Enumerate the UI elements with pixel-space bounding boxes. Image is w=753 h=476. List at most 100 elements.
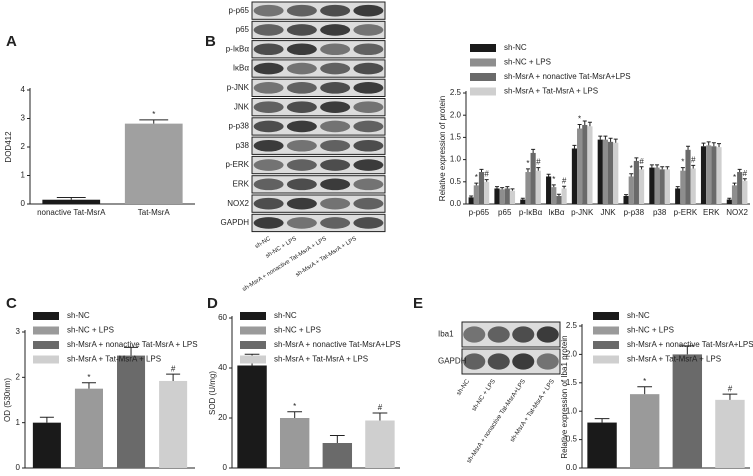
bar <box>484 181 490 204</box>
x-tick-label: p-p38 <box>624 208 645 217</box>
error-bar <box>494 186 499 189</box>
y-tick-label: 2.0 <box>566 350 578 359</box>
bar <box>716 147 722 204</box>
significance-mark: * <box>733 173 736 182</box>
bar <box>237 365 267 468</box>
y-tick-label: 0 <box>16 463 21 472</box>
significance-mark: * <box>552 175 555 184</box>
bar <box>159 380 188 468</box>
error-bar <box>166 373 181 381</box>
bar <box>468 197 474 204</box>
legend-swatch <box>240 326 266 335</box>
panel-label: C <box>6 295 17 312</box>
blot-band <box>320 120 351 133</box>
bar <box>726 199 732 204</box>
blot-band <box>253 4 284 17</box>
legend-swatch <box>240 355 266 364</box>
x-tick-label: p-p65 <box>469 208 490 217</box>
blot-band <box>487 353 510 370</box>
legend-swatch <box>240 312 266 320</box>
significance-mark: * <box>293 402 296 411</box>
bar <box>685 149 691 204</box>
bar <box>629 394 660 468</box>
blot-row-label: JNK <box>234 102 250 111</box>
bar <box>608 141 614 204</box>
blot-band <box>320 62 351 75</box>
error-bar <box>624 194 629 197</box>
y-tick-label: 1 <box>21 171 26 180</box>
blot-row-label: p-JNK <box>227 83 250 92</box>
error-bar <box>510 188 515 191</box>
y-axis-label: DOD412 <box>4 131 13 163</box>
error-bar <box>500 187 505 190</box>
bar <box>623 196 629 204</box>
x-tick-label: p38 <box>653 208 667 217</box>
blot-strip <box>251 155 386 175</box>
blot <box>461 321 561 375</box>
error-bar <box>649 164 654 168</box>
x-tick-label: JNK <box>600 208 616 217</box>
bar <box>706 145 712 204</box>
y-axis-label: SOD (U/mg) <box>208 371 217 415</box>
error-bar <box>469 195 474 198</box>
blot-band <box>320 197 351 210</box>
error-bar <box>372 412 388 421</box>
y-axis-label: Relative expression of Iba1 protein <box>560 335 569 458</box>
bar <box>715 399 745 468</box>
blot-band <box>320 4 351 17</box>
error-bar <box>603 135 608 140</box>
bar <box>664 169 670 204</box>
error-bar <box>660 166 665 170</box>
blot-band <box>353 24 384 36</box>
x-tick-label: p-IκBα <box>519 208 543 217</box>
bar <box>32 422 61 468</box>
y-axis-label: OD (530nm) <box>3 378 12 422</box>
y-tick-label: 40 <box>218 363 227 372</box>
blot-band <box>253 120 284 133</box>
y-tick-label: 1.5 <box>450 133 462 142</box>
significance-mark: * <box>87 373 90 382</box>
blot-row-label: p-IκBα <box>226 44 250 53</box>
legend-label: sh-MsrA + nonactive Tat-MsrA+LPS <box>504 72 631 81</box>
error-bar <box>594 418 610 423</box>
blot-band <box>286 217 317 229</box>
blot-band <box>320 178 351 191</box>
blot-band <box>286 24 317 36</box>
legend-swatch <box>470 73 496 81</box>
bar <box>322 443 353 468</box>
bar <box>561 188 567 204</box>
error-bar <box>637 386 653 395</box>
error-bar <box>679 345 695 355</box>
blot-strip <box>251 78 386 97</box>
bar <box>546 176 552 204</box>
blot-band <box>320 139 351 152</box>
blot-band <box>353 120 384 133</box>
error-bar <box>717 143 722 148</box>
blot <box>251 1 386 233</box>
error-bar <box>691 164 696 169</box>
blot-column-label: sh-MsrA + Tat-MsrA + LPS <box>295 236 358 278</box>
legend-label: sh-NC <box>274 311 297 320</box>
error-bar <box>706 141 711 146</box>
legend-swatch <box>593 312 619 320</box>
blot-row-label: p-ERK <box>225 160 249 169</box>
y-tick-label: 2 <box>16 372 21 381</box>
significance-mark: # <box>743 169 748 178</box>
y-axis-label: Relative expression of protein <box>438 96 447 201</box>
blot-band <box>286 82 317 94</box>
error-bar <box>608 137 613 142</box>
blot-band <box>353 82 384 94</box>
legend-label: sh-MsrA + Tat-MsrA + LPS <box>627 355 721 364</box>
x-tick-label: Tat-MsrA <box>138 208 171 217</box>
error-bar <box>562 185 567 189</box>
error-bar <box>287 411 303 418</box>
legend-swatch <box>33 341 59 349</box>
y-tick-label: 20 <box>218 413 227 422</box>
blot-row-label: NOX2 <box>227 199 249 208</box>
bar <box>628 176 634 204</box>
panel-label: E <box>413 295 423 312</box>
bar <box>675 188 681 204</box>
error-bar <box>742 178 747 181</box>
bar <box>700 146 707 204</box>
error-bar <box>81 382 96 389</box>
